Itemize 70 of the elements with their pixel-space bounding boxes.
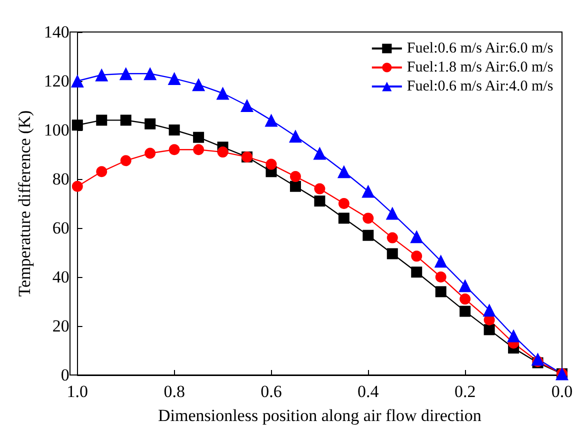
point [434, 254, 448, 268]
point [460, 294, 471, 305]
y-tick-label: 60 [52, 218, 70, 238]
point [193, 132, 204, 143]
x-tick-label: 0.4 [358, 382, 380, 401]
point [386, 248, 398, 260]
point [193, 144, 204, 156]
point [120, 114, 132, 126]
point [144, 148, 156, 159]
x-tick-label: 0.6 [260, 382, 282, 401]
point [313, 146, 326, 160]
point [72, 120, 83, 131]
point [460, 306, 471, 317]
point [411, 266, 422, 278]
point [314, 183, 326, 194]
point [144, 67, 157, 80]
point [168, 72, 181, 86]
point [435, 286, 446, 298]
point [410, 230, 424, 244]
y-tick-label: 0 [60, 366, 70, 384]
point [484, 324, 495, 336]
point [458, 279, 472, 292]
point [338, 212, 350, 224]
x-tick-label: 0.2 [454, 382, 476, 401]
point [314, 196, 326, 207]
point [264, 114, 278, 127]
point [217, 146, 228, 158]
point [192, 78, 206, 92]
y-tick-label: 80 [52, 170, 70, 188]
point [266, 158, 277, 170]
x-tick-label: 0.8 [164, 382, 185, 401]
point [72, 180, 83, 192]
y-axis-title: Temperature difference (K) [15, 110, 34, 297]
point [338, 198, 350, 209]
point [507, 329, 520, 342]
point [337, 165, 350, 178]
point [216, 86, 230, 100]
x-tick-label: 1.0 [66, 382, 88, 401]
point [96, 114, 108, 126]
point [288, 130, 302, 143]
x-axis-title: Dimensionless position along air flow direction [158, 406, 482, 425]
point [386, 232, 398, 244]
y-tick-label: 140 [44, 22, 70, 42]
point [95, 68, 108, 82]
y-tick-label: 20 [52, 316, 70, 336]
legend-label: Fuel:1.8 m/s Air:6.0 m/s [406, 60, 554, 76]
legend-label: Fuel:0.6 m/s Air:6.0 m/s [406, 40, 554, 56]
point [290, 180, 301, 192]
point [240, 99, 254, 112]
y-tick-label: 40 [52, 268, 70, 286]
y-tick-label: 100 [44, 120, 70, 140]
point [290, 171, 301, 182]
point [168, 124, 180, 136]
point [144, 118, 156, 130]
point [168, 144, 180, 156]
point [362, 230, 374, 241]
point [120, 155, 132, 166]
point [362, 212, 374, 224]
point [119, 67, 132, 80]
point [435, 272, 446, 282]
point [482, 304, 496, 317]
point [70, 74, 84, 88]
point [96, 166, 108, 178]
y-tick-label: 120 [44, 72, 70, 90]
point [386, 206, 399, 220]
point [531, 352, 544, 366]
legend-label: Fuel:0.6 m/s Air:4.0 m/s [406, 78, 554, 94]
point [411, 250, 422, 262]
x-tick-label: 0.0 [551, 382, 573, 401]
point [362, 184, 375, 198]
